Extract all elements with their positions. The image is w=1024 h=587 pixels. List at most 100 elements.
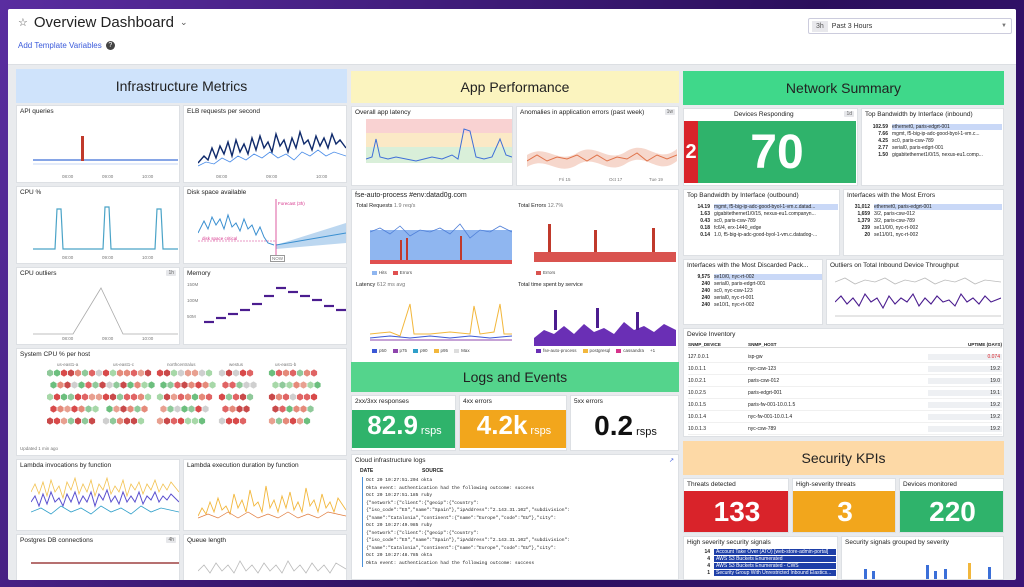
table-row[interactable]: 1,379 3/2, paris-csw-789 [857,217,915,224]
outliers-throughput-widget[interactable]: Outliers on Total Inbound Device Through… [826,259,1004,325]
app-latency-widget[interactable]: Overall app latency [351,106,513,186]
log-line: {"network":{"client":{"geoip":{"country"… [366,530,480,536]
lambda-duration-chart [198,485,346,519]
help-icon[interactable]: ? [105,41,115,50]
inventory-row[interactable]: 10.0.1.5 paris-fw-001-10.0.1.5 19.2 [688,399,1002,411]
hostmap-hexes [47,369,321,425]
host-hex [134,381,141,389]
table-row[interactable]: 240 serial0, paris-edgrt-001 [701,280,766,287]
host-hex [53,369,61,377]
host-hex [272,381,279,389]
discarded-packets-widget[interactable]: Interfaces with the Most Discarded Pack.… [683,259,823,325]
time-range-select[interactable]: 3h Past 3 Hours ▼ [808,18,1012,34]
chevron-down-icon[interactable]: ⌄ [179,17,188,27]
table-row[interactable]: 14 Account Take Over (ATO) [web-store-adm… [688,548,836,555]
device-inventory-widget[interactable]: Device Inventory SNMP_DEVICE SNMP_HOST UPT… [683,328,1004,437]
lambda-invocations-widget[interactable]: Lambda invocations by function [16,459,180,531]
table-row[interactable]: 1.50 gigabitethernet1/0/15, nexus-eu1.com… [878,151,983,158]
host-hex [229,381,236,389]
5xx-widget[interactable]: 5xx errors 0.2 rsps [570,395,679,451]
inventory-row[interactable]: 127.0.0.1 isp-gw 0.074 [688,351,1002,363]
host-hex [296,417,304,425]
host-hex [218,393,226,401]
queue-length-widget[interactable]: Queue length [183,534,347,580]
api-queries-widget[interactable]: API queries 08:00 09:00 10:00 [16,105,180,183]
table-row[interactable]: 0.43 sc0, paris-csw-789 [700,217,756,224]
host-hex [232,417,240,425]
inventory-row[interactable]: 10.0.1.1 nyc-csw-123 19.2 [688,363,1002,375]
table-row[interactable]: 102.59 ethernet0, paris-edgrt-001 [866,123,1002,130]
table-row[interactable]: 4 AWS S3 Buckets Enumerated [688,555,836,562]
table-row[interactable]: 1.63 gigabitethernet1/0/15, nexus-eu1.com… [700,210,816,217]
host-hex [74,417,82,425]
host-hex [120,381,127,389]
devices-down-count: 2 [684,121,698,183]
table-row[interactable]: 4.25 sc0, paris-csw-789 [878,137,934,144]
cpu-outliers-widget[interactable]: CPU outliers 1h 08:00 09:00 10:00 [16,267,180,345]
table-row[interactable]: 4 AWS S3 Buckets Enumerated - CWS [688,562,836,569]
host-hex [109,417,117,425]
memory-chart [204,286,346,324]
host-hex [282,417,290,425]
caret-icon: ▼ [1001,23,1007,29]
most-errors-widget[interactable]: Interfaces with the Most Errors 31,012 et… [843,189,1004,256]
host-hex [188,405,195,413]
security-signals-widget[interactable]: High severity security signals 14 Account… [683,536,838,580]
inventory-row[interactable]: 10.0.1.4 nyc-fw-001-10.0.1.4 19.2 [688,411,1002,423]
external-link-icon[interactable]: ↗ [668,458,674,464]
outliers-throughput-chart [835,277,1001,317]
postgres-connections-widget[interactable]: Postgres DB connections 4h [16,534,180,580]
host-hex [47,417,54,425]
threats-widget[interactable]: Threats detected 133 [683,478,789,533]
host-hex [289,369,297,377]
inventory-row[interactable]: 10.0.2.1 paris-csw-012 19.0 [688,375,1002,387]
disk-space-widget[interactable]: Disk space available Forecast (3h) disk … [183,186,347,264]
host-hex [148,381,155,389]
host-hex [64,405,71,413]
table-row[interactable]: 0.18 fc6/4, erx-1440_edge [700,224,762,231]
2xx-widget[interactable]: 2xx/3xx responses 82.9 rsps [351,395,456,451]
top-bandwidth-outbound[interactable]: Top Bandwidth by Interface (outbound) 14… [683,189,840,256]
table-row[interactable]: 240 serial0, nyc-rt-001 [701,294,755,301]
inventory-row[interactable]: 10.0.1.3 nyc-csw-789 19.2 [688,423,1002,435]
host-hex [92,381,99,389]
cpu-outliers-chart [33,287,178,335]
host-hex [191,369,199,377]
table-row[interactable]: 2.77 serial0, paris-edgrt-001 [878,144,944,151]
top-bandwidth-inbound[interactable]: Top Bandwidth by Interface (inbound) 102… [861,108,1004,186]
fse-service-widget[interactable]: fse-auto-process #env:datad0g.com Total … [351,189,679,364]
elb-requests-widget[interactable]: ELB requests per second 08:00 09:00 10:00 [183,105,347,183]
inventory-row[interactable]: 10.0.2.5 paris-edgrt-001 19.1 [688,387,1002,399]
4xx-widget[interactable]: 4xx errors 4.2k rsps [459,395,567,451]
host-hex [314,381,321,389]
host-hex [236,405,243,413]
high-severity-widget[interactable]: High-severity threats 3 [792,478,896,533]
table-row[interactable]: 31,012 ethernet0, paris-edgrt-001 [848,203,1002,210]
table-row[interactable]: 9,575 se10/0, nyc-rt-002 [688,273,822,280]
star-icon[interactable]: ☆ [18,17,28,29]
table-row[interactable]: 0.14 1.0, f5-big-ip-adc-good-byol-1-vm.c.… [700,231,818,238]
api-chart [33,136,178,165]
table-row[interactable]: 20 se11/0/1, nyc-rt-002 [864,231,919,238]
signals-by-severity-widget[interactable]: Security signals grouped by severity [841,536,1004,580]
devices-responding-widget[interactable]: Devices Responding 1d 2 70 [683,108,858,186]
devices-monitored-widget[interactable]: Devices monitored 220 [899,478,1004,533]
system-cpu-hostmap[interactable]: System CPU % per host us-east1-a us-east… [16,348,347,456]
table-row[interactable]: 1 Security Group With Unrestricted Inboun… [688,569,836,576]
host-hex [57,405,64,413]
table-row[interactable]: 7.66 mgmt, f5-big-ip-adc-good-byol-1-vm.c… [878,130,980,137]
cpu-widget[interactable]: CPU % 08:00 09:00 10:00 [16,186,180,264]
table-row[interactable]: 240 se10/1, nyc-rt-002 [701,301,755,308]
table-row[interactable]: 1,659 3/2, paris-csw-012 [857,210,915,217]
lambda-duration-widget[interactable]: Lambda execution duration by function [183,459,347,531]
table-row[interactable]: 240 sc0, nyc-csw-123 [701,287,753,294]
host-hex [160,381,167,389]
table-row[interactable]: 239 se11/0/0, nyc-rt-002 [861,224,919,231]
host-hex [78,405,85,413]
cloud-logs-widget[interactable]: Cloud infrastructure logs ↗ DATE SOURCE … [351,454,679,580]
table-row[interactable]: 14.19 mgmt, f5-big-ip-adc-good-byol-1-vm.… [688,203,838,210]
host-hex [236,381,243,389]
anomalies-widget[interactable]: Anomalies in application errors (past we… [516,106,679,186]
template-variables-link[interactable]: Add Template Variables? [18,41,115,50]
memory-widget[interactable]: Memory 150M 100M 50M [183,267,347,345]
